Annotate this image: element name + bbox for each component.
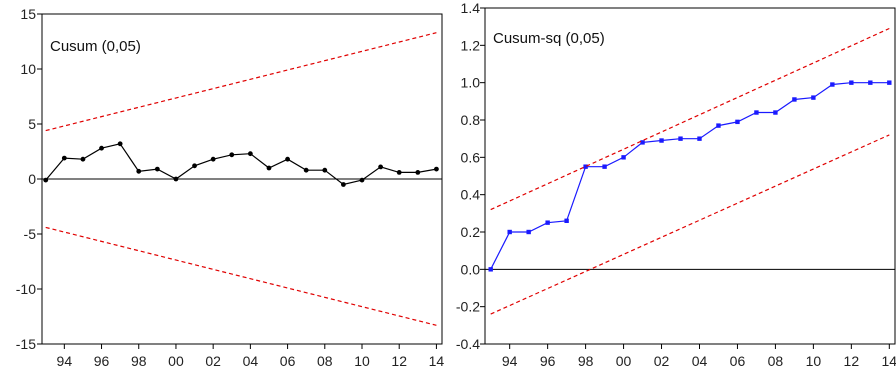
chart-title: Cusum-sq (0,05) — [493, 30, 605, 47]
data-point — [340, 182, 346, 187]
chart-title: Cusum (0,05) — [50, 38, 141, 55]
y-tick-label: -15 — [16, 336, 36, 352]
data-point — [507, 229, 512, 235]
y-tick-label: 0.8 — [461, 112, 481, 128]
data-point — [659, 138, 664, 143]
data-point — [621, 155, 626, 160]
x-tick-label: 08 — [317, 353, 333, 369]
data-point — [868, 80, 873, 85]
x-tick-label: 14 — [882, 353, 896, 369]
data-point — [136, 168, 142, 174]
data-point — [602, 164, 607, 169]
chart-panel-1: 15 10 5 0 -5 -10 -15 94 96 98 00 02 04 06 08 10 12 14 Cusu… — [16, 6, 445, 369]
data-point — [303, 167, 309, 173]
y-tick-label: -5 — [24, 226, 37, 242]
data-point — [173, 176, 179, 182]
data-point — [678, 136, 683, 141]
data-point — [830, 82, 835, 87]
x-tick-label: 02 — [654, 353, 670, 369]
y-tick-label: 5 — [28, 116, 36, 132]
x-tick-label: 10 — [806, 353, 822, 369]
x-tick-label: 12 — [391, 353, 407, 369]
data-point — [43, 177, 49, 183]
x-tick-label: 12 — [844, 353, 860, 369]
data-point — [266, 165, 272, 171]
data-point — [640, 140, 645, 145]
series-line-bound-2 — [490, 134, 890, 315]
x-tick-label: 06 — [730, 353, 746, 369]
x-tick-label: 94 — [57, 353, 73, 369]
data-point — [154, 166, 160, 172]
data-point — [792, 97, 797, 102]
data-point — [849, 80, 854, 85]
data-point — [322, 167, 328, 173]
y-tick-label: -0.2 — [456, 299, 480, 315]
data-point — [61, 155, 67, 161]
y-tick-label: 15 — [20, 6, 36, 22]
y-tick-label: 0.4 — [461, 187, 481, 203]
data-point — [378, 164, 384, 170]
x-tick-label: 10 — [354, 353, 370, 369]
data-point — [396, 170, 402, 175]
chart-panel-2: 1.4 1.2 1.0 0.8 0.6 0.4 0.2 0.0 -0.2 -0.4 94 96 98 00… — [456, 0, 896, 369]
data-point — [359, 177, 365, 183]
plot-frame — [484, 7, 896, 345]
data-point — [564, 218, 569, 223]
data-point — [697, 136, 702, 141]
data-point — [285, 156, 290, 162]
y-tick-label: -10 — [16, 281, 36, 297]
series-line-bound-1 — [490, 27, 890, 211]
y-tick-label: 0.2 — [461, 224, 481, 240]
data-point — [754, 110, 759, 115]
data-point — [811, 95, 816, 100]
x-tick-label: 14 — [429, 353, 445, 369]
series-line-main — [45, 143, 437, 186]
y-tick-label: -0.4 — [456, 336, 480, 352]
x-tick-label: 08 — [768, 353, 784, 369]
x-tick-label: 04 — [692, 353, 708, 369]
y-tick-label: 0.0 — [461, 261, 481, 277]
y-tick-label: 1.4 — [461, 0, 481, 16]
x-tick-label: 00 — [168, 353, 184, 369]
data-point — [99, 145, 104, 151]
x-tick-label: 98 — [131, 353, 147, 369]
data-point — [80, 156, 86, 162]
y-tick-label: 0 — [28, 171, 36, 187]
data-point — [434, 166, 439, 172]
x-tick-label: 00 — [616, 353, 632, 369]
x-tick-label: 96 — [94, 353, 110, 369]
data-point — [229, 152, 235, 158]
y-tick-label: 1.2 — [461, 37, 481, 53]
y-tick-label: 1.0 — [461, 75, 481, 91]
y-tick-label: 0.6 — [461, 149, 481, 165]
data-point — [773, 110, 778, 115]
series-line-main — [490, 82, 890, 270]
x-tick-label: 04 — [243, 353, 259, 369]
y-tick-label: 10 — [20, 61, 36, 77]
data-point — [887, 80, 892, 85]
data-point — [735, 119, 740, 125]
data-point — [716, 123, 721, 128]
data-point — [415, 170, 421, 175]
x-tick-label: 98 — [578, 353, 594, 369]
data-point — [545, 220, 550, 225]
data-point — [210, 156, 216, 162]
data-point — [247, 151, 253, 157]
data-point — [526, 229, 531, 235]
x-tick-label: 02 — [205, 353, 221, 369]
x-tick-label: 06 — [280, 353, 296, 369]
data-point — [117, 141, 123, 147]
x-tick-label: 94 — [502, 353, 518, 369]
x-tick-label: 96 — [540, 353, 556, 369]
data-point — [192, 163, 197, 169]
data-point — [583, 164, 588, 169]
data-point — [488, 267, 493, 272]
